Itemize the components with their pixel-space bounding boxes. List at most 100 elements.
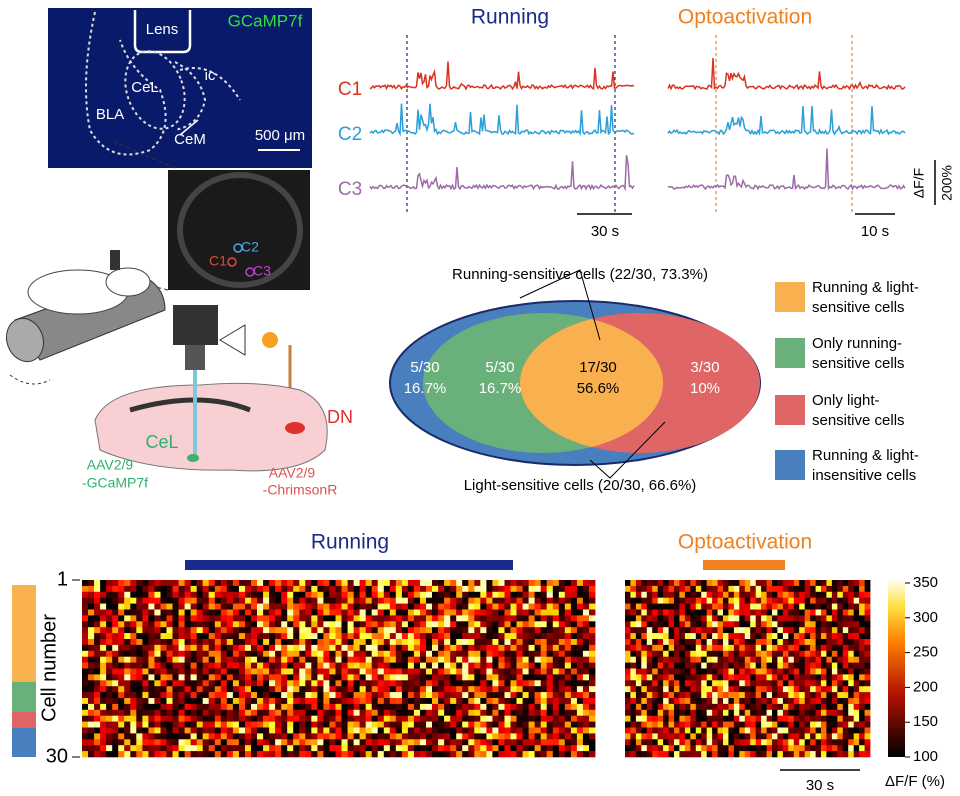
heat-cell — [492, 751, 499, 758]
heat-cell — [706, 591, 713, 598]
heat-cell — [589, 656, 596, 663]
heat-cell — [842, 656, 849, 663]
heat-cell — [576, 721, 584, 728]
heat-cell — [630, 656, 637, 663]
heat-cell — [859, 745, 865, 752]
heat-cell — [438, 709, 445, 716]
heat-cell — [516, 733, 523, 740]
heat-cell — [347, 597, 354, 604]
heat-cell — [744, 615, 751, 622]
heat-cell — [848, 715, 854, 722]
heat-cell — [377, 733, 385, 740]
heat-cell — [701, 615, 707, 622]
heat-cell — [842, 692, 849, 699]
heat-cell — [859, 644, 865, 652]
heat-cell — [238, 727, 246, 734]
heat-cell — [371, 686, 379, 693]
heat-cell — [371, 733, 379, 740]
heat-cell — [837, 709, 844, 716]
heat-cell — [208, 644, 216, 652]
heat-cell — [226, 745, 234, 752]
heat-cell — [329, 603, 336, 610]
heat-cell — [269, 703, 276, 711]
heat-cell — [444, 668, 451, 675]
heat-cell — [413, 633, 421, 640]
heat-cell — [474, 686, 481, 693]
heat-cell — [552, 656, 560, 663]
heat-cell — [641, 597, 648, 604]
heat-cell — [663, 662, 669, 669]
heat-cell — [690, 615, 697, 622]
heat-cell — [232, 597, 240, 604]
heat-cell — [848, 650, 854, 657]
heat-cell — [799, 650, 805, 657]
heat-cell — [848, 721, 854, 728]
heat-cell — [831, 585, 838, 593]
heat-cell — [88, 721, 95, 728]
heat-cell — [504, 621, 511, 628]
heat-cell — [142, 580, 149, 587]
heat-cell — [202, 698, 210, 705]
heat-cell — [504, 745, 511, 752]
heat-cell — [570, 639, 578, 646]
heat-cell — [576, 733, 584, 740]
heat-cell — [275, 585, 282, 593]
heat-cell — [106, 656, 113, 663]
heat-cell — [196, 609, 204, 616]
heat-cell — [695, 674, 702, 681]
heat-cell — [365, 615, 373, 622]
heat-cell — [706, 721, 713, 728]
heat-cell — [701, 603, 707, 610]
heat-cell — [166, 615, 173, 622]
heat-cell — [772, 585, 778, 593]
heat-cell — [154, 721, 161, 728]
heat-cell — [635, 721, 642, 728]
heat-cell — [413, 680, 421, 687]
heat-cell — [831, 715, 838, 722]
heat-cell — [504, 603, 511, 610]
heat-cell — [166, 650, 173, 657]
heat-cell — [504, 709, 511, 716]
heat-cell — [202, 668, 210, 675]
heat-cell — [739, 680, 746, 687]
heat-cell — [269, 733, 276, 740]
label: DN — [327, 407, 353, 427]
heat-cell — [504, 644, 511, 652]
heat-cell — [625, 709, 631, 716]
heat-cell — [728, 603, 735, 610]
heat-cell — [94, 733, 101, 740]
heat-cell — [365, 721, 373, 728]
heat-cell — [94, 674, 101, 681]
heat-cell — [558, 739, 566, 746]
heat-cell — [353, 733, 360, 740]
heat-cell — [220, 751, 228, 758]
heat-cell — [359, 621, 366, 628]
heat-cell — [238, 633, 246, 640]
venn-overlap — [520, 313, 663, 453]
heat-cell — [684, 633, 691, 640]
heat-cell — [663, 597, 669, 604]
heat-cell — [695, 597, 702, 604]
heat-cell — [214, 656, 222, 663]
heat-cell — [251, 662, 258, 669]
heat-cell — [118, 615, 125, 622]
heat-cell — [772, 644, 778, 652]
heat-cell — [815, 580, 822, 587]
heat-cell — [690, 709, 697, 716]
heat-cell — [420, 603, 427, 610]
heat-cell — [172, 668, 179, 675]
heat-cell — [486, 662, 493, 669]
heat-cell — [859, 751, 865, 758]
heat-cell — [202, 621, 210, 628]
heat-cell — [148, 727, 155, 734]
heat-cell — [293, 709, 300, 716]
heat-cell — [831, 621, 838, 628]
heat-cell — [124, 739, 131, 746]
heat-cell — [625, 668, 631, 675]
heat-cell — [766, 580, 773, 587]
heat-cell — [761, 597, 767, 604]
heat-cell — [641, 609, 648, 616]
heat-cell — [695, 627, 702, 634]
heat-cell — [837, 721, 844, 728]
heat-cell — [723, 703, 729, 711]
